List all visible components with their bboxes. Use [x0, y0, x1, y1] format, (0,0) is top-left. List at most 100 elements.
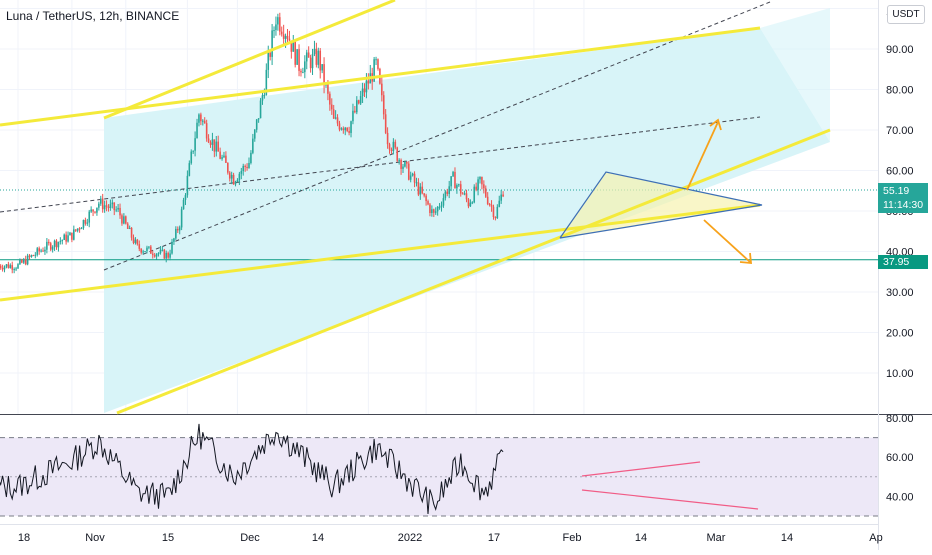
candle-body: [444, 191, 447, 199]
candle-body: [340, 128, 343, 130]
candle-body: [396, 147, 399, 161]
candle-body: [359, 96, 362, 104]
candle-body: [448, 186, 450, 194]
candle-body: [315, 48, 318, 65]
candle-body: [286, 35, 289, 39]
price-tick-label: 70.00: [886, 125, 914, 137]
candle-body: [384, 114, 387, 133]
candle-body: [381, 83, 383, 96]
candle-body: [354, 110, 356, 113]
candle-body: [438, 206, 441, 208]
candle-body: [107, 206, 110, 208]
candle-body: [473, 186, 476, 203]
candle-body: [284, 35, 287, 39]
candle-body: [92, 209, 94, 212]
candle-body: [99, 198, 102, 204]
candle-body: [24, 259, 27, 265]
rsi-divergence-upper: [581, 461, 701, 477]
candle-body: [123, 216, 125, 224]
candle-body: [165, 252, 168, 259]
breakdown-arrow: [703, 219, 751, 263]
candle-body: [346, 127, 348, 132]
candle-body: [76, 228, 79, 231]
candle-body: [398, 159, 400, 161]
candle-body: [90, 209, 92, 212]
candle-body: [402, 166, 404, 169]
candle-body: [5, 264, 8, 267]
candle-body: [431, 209, 433, 213]
candle-body: [151, 253, 154, 256]
candle-body: [55, 240, 58, 248]
candle-body: [494, 216, 497, 219]
candle-body: [115, 209, 117, 211]
candle-body: [61, 239, 64, 241]
candle-body: [365, 80, 368, 93]
candle-body: [469, 202, 472, 207]
breakdown-arrowhead: [739, 252, 753, 264]
candle-body: [386, 132, 389, 145]
candle-body: [321, 64, 323, 71]
candle-body: [488, 203, 491, 205]
rsi-line: [0, 423, 504, 515]
candle-body: [9, 265, 12, 269]
candle-body: [128, 227, 131, 229]
candle-body: [292, 40, 295, 52]
countdown-timer: 11:14:30: [883, 199, 924, 211]
candle-body: [48, 241, 50, 244]
symmetrical-triangle: [559, 171, 763, 239]
candle-body: [101, 198, 104, 210]
candle-body: [271, 30, 273, 57]
candle-body: [32, 255, 35, 257]
candle-body: [215, 141, 218, 152]
candle-body: [138, 244, 141, 249]
candle-body: [186, 175, 189, 196]
candle-body: [452, 171, 454, 177]
time-tick-label: Mar: [707, 532, 726, 544]
candle-body: [176, 228, 179, 231]
candle-body: [356, 100, 358, 113]
candle-body: [86, 222, 89, 224]
candle-body: [348, 131, 350, 133]
candle-body: [180, 209, 183, 228]
candle-body: [0, 265, 2, 268]
candle-body: [259, 100, 262, 119]
candle-body: [382, 95, 385, 115]
candle-body: [434, 211, 437, 213]
candle-body: [103, 205, 106, 210]
candle-body: [44, 249, 46, 252]
candle-body: [3, 266, 6, 270]
candle-body: [203, 120, 206, 124]
candle-body: [148, 246, 150, 248]
channel-bottom-line: [0, 203, 761, 302]
price-tick-label: 10.00: [886, 368, 914, 380]
candle-body: [42, 250, 44, 252]
candle-body: [329, 93, 331, 105]
price-tick-label: 30.00: [886, 287, 914, 299]
candle-body: [200, 114, 202, 122]
candle-body: [80, 227, 83, 230]
candle-body: [113, 202, 116, 211]
currency-button[interactable]: USDT: [887, 5, 925, 24]
rsi-tick-label: 60.00: [886, 452, 914, 464]
candle-body: [442, 198, 445, 206]
candle-body: [486, 196, 489, 204]
candle-body: [461, 193, 464, 195]
candle-body: [207, 138, 210, 143]
candle-body: [88, 211, 91, 223]
candle-body: [406, 161, 408, 164]
candle-body: [190, 151, 193, 164]
candle-body: [69, 232, 71, 236]
rsi-divergence-lower: [581, 489, 759, 510]
candle-body: [309, 57, 312, 69]
candle-body: [71, 232, 73, 240]
candle-body: [317, 50, 320, 65]
candle-body: [119, 207, 121, 216]
candle-body: [304, 61, 306, 73]
candle-body: [313, 48, 316, 55]
candle-body: [419, 186, 422, 195]
candle-body: [240, 171, 243, 174]
candle-body: [150, 246, 152, 254]
time-tick-label: 14: [635, 532, 647, 544]
